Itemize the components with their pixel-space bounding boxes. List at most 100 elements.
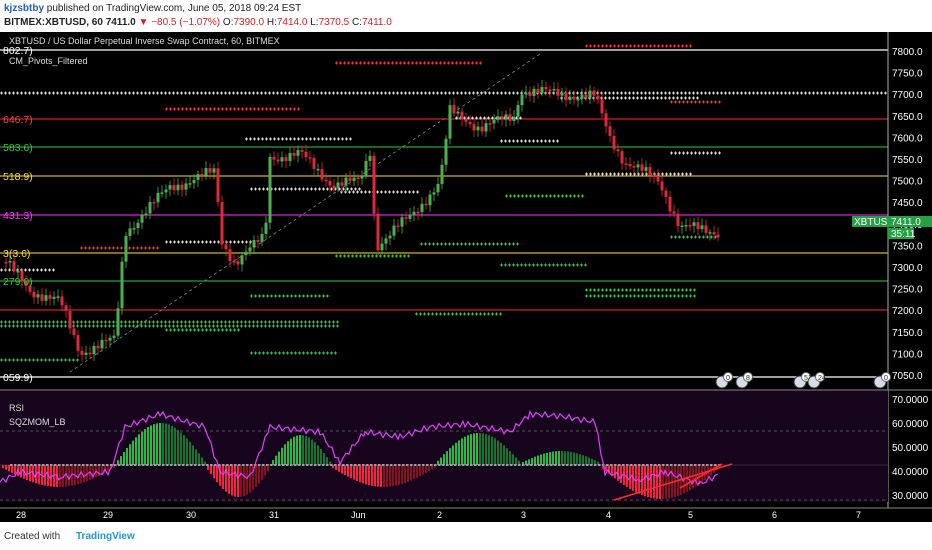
momentum-bar <box>440 457 442 465</box>
price-tick-label: 7700.0 <box>892 90 923 101</box>
event-count: 24 <box>818 375 826 382</box>
candle-body <box>140 215 144 223</box>
momentum-bar <box>543 453 545 465</box>
momentum-bar <box>467 435 469 465</box>
candle-body <box>124 236 128 262</box>
momentum-bar <box>219 465 221 486</box>
author-link[interactable]: kjzsbtby <box>4 3 45 14</box>
candle-body <box>276 159 280 162</box>
candle-body <box>436 183 440 193</box>
momentum-bar <box>482 433 484 465</box>
candle-body <box>176 184 180 191</box>
indicator-name[interactable]: CM_Pivots_Filtered <box>9 56 88 66</box>
candle-body <box>244 251 248 256</box>
candle-body <box>68 310 72 329</box>
momentum-bar <box>53 465 55 487</box>
candle-body <box>196 173 200 180</box>
momentum-bar <box>473 433 475 465</box>
momentum-bar <box>98 465 100 476</box>
sqzmom-label[interactable]: SQZMOM_LB <box>9 417 66 427</box>
candle-body <box>232 261 236 263</box>
candle-body <box>644 167 648 171</box>
candle-body <box>620 151 624 164</box>
pivot-markers <box>0 44 887 362</box>
candle-body <box>564 92 568 101</box>
chart-svg[interactable]: 802.7) 646.7) 583.6) 518.9) 431.3) 3(3.6) 279.… <box>0 32 932 522</box>
candle-body <box>408 214 412 219</box>
close-value: 7411.0 <box>361 17 392 28</box>
candle-body <box>208 168 212 173</box>
momentum-bar <box>311 439 313 465</box>
momentum-bar <box>356 465 358 482</box>
candle-body <box>340 182 344 186</box>
momentum-bar <box>138 434 140 465</box>
momentum-bar <box>314 442 316 465</box>
momentum-bar <box>437 460 439 465</box>
momentum-bar <box>404 465 406 484</box>
momentum-bar <box>576 453 578 465</box>
momentum-bar <box>204 461 206 465</box>
symbol-label: BITMEX:XBTUSD, 60 <box>4 17 103 28</box>
pivot-label: 279.0) <box>3 276 33 288</box>
candle-body <box>516 105 520 117</box>
event-markers[interactable]: 0 8 51 24 0 <box>715 372 891 389</box>
pivot-marker-row <box>0 358 79 362</box>
momentum-bar <box>497 440 499 465</box>
candle-body <box>500 116 504 120</box>
momentum-bar <box>156 423 158 465</box>
momentum-bar <box>485 434 487 465</box>
momentum-bar <box>308 437 310 465</box>
momentum-bar <box>395 465 397 486</box>
candle-body <box>260 233 264 242</box>
trend-line[interactable] <box>69 53 541 373</box>
momentum-bar <box>719 465 721 468</box>
candle-body <box>656 175 660 182</box>
momentum-bar <box>350 465 352 479</box>
momentum-bar <box>50 465 52 487</box>
candle-body <box>32 291 36 298</box>
pivot-marker-row <box>505 194 584 198</box>
pivot-marker-row <box>415 312 502 316</box>
chart-area[interactable]: 802.7) 646.7) 583.6) 518.9) 431.3) 3(3.6) 279.… <box>0 32 932 522</box>
momentum-bar <box>252 465 254 490</box>
candle-body <box>160 192 164 194</box>
momentum-bar <box>225 465 227 492</box>
momentum-bar <box>579 454 581 465</box>
momentum-bar <box>452 445 454 465</box>
momentum-bar <box>614 465 616 479</box>
candle-body <box>280 157 284 162</box>
time-axis[interactable]: 28 29 30 31 Jun 2 3 4 5 6 7 <box>16 510 861 520</box>
pivot-marker-row <box>0 91 887 95</box>
momentum-bar <box>546 452 548 465</box>
candle-body <box>184 183 188 190</box>
footer: Created with TradingView <box>0 522 932 550</box>
candle-body <box>584 94 588 98</box>
candle-body <box>492 119 496 124</box>
pivot-label: 431.3) <box>3 210 33 222</box>
indicator-axis[interactable]: 70.0000 60.0000 50.0000 40.0000 30.0000 <box>892 395 929 502</box>
momentum-bar <box>159 423 161 465</box>
price-tick-label: 7200.0 <box>892 306 923 317</box>
momentum-bar <box>287 441 289 465</box>
close-label: C: <box>351 17 362 28</box>
indicator-tick-label: 40.0000 <box>892 467 929 478</box>
rsi-label[interactable]: RSI <box>9 403 25 413</box>
momentum-bar <box>275 455 277 465</box>
momentum-bar <box>515 457 517 465</box>
candle-body <box>588 90 592 98</box>
rsi-trend-line-2[interactable] <box>679 463 723 489</box>
candle-body <box>16 271 20 273</box>
candle-body <box>680 225 684 228</box>
momentum-bar <box>531 457 533 465</box>
momentum-bar <box>552 451 554 465</box>
momentum-bar <box>602 465 604 469</box>
momentum-bar <box>597 461 599 465</box>
candle-body <box>28 285 32 292</box>
pivot-marker-row <box>250 294 329 298</box>
tradingview-logo[interactable]: TradingView <box>76 531 135 542</box>
candle-body <box>412 211 416 215</box>
pivot-marker-row <box>500 139 559 143</box>
candle-body <box>76 335 80 351</box>
momentum-bar <box>668 465 670 499</box>
high-value: 7414.0 <box>276 17 308 28</box>
